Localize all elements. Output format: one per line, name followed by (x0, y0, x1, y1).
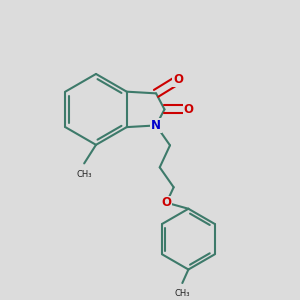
Text: O: O (173, 74, 183, 86)
Text: CH₃: CH₃ (76, 170, 92, 179)
Text: CH₃: CH₃ (175, 289, 190, 298)
Text: N: N (151, 119, 161, 132)
Text: O: O (161, 196, 172, 209)
Text: O: O (183, 103, 193, 116)
